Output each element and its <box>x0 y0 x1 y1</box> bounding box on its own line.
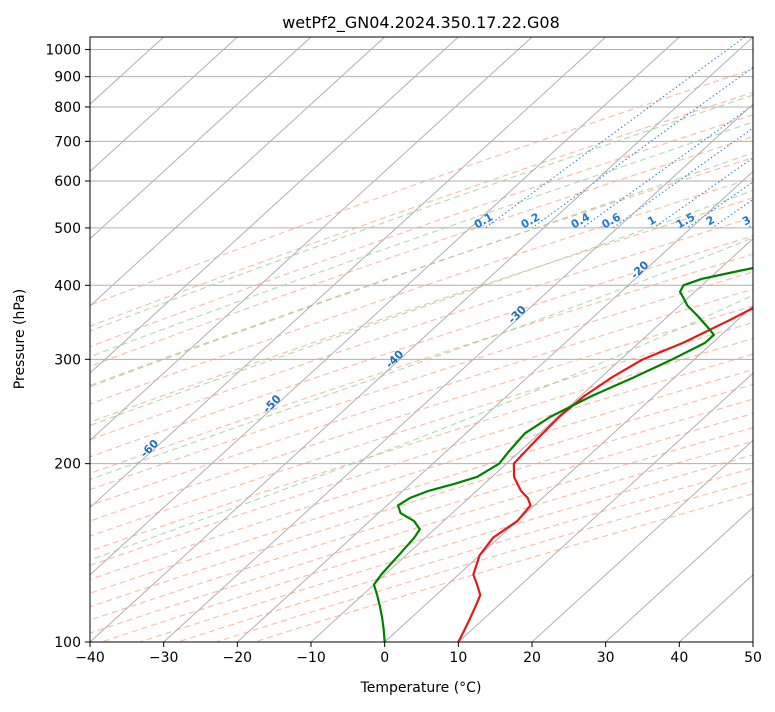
chart-title: wetPf2_GN04.2024.350.17.22.G08 <box>282 13 560 33</box>
isotherm-line <box>90 37 753 642</box>
y-tick-label: 300 <box>54 352 81 368</box>
y-tick-label: 1000 <box>45 43 81 59</box>
x-tick-label: −20 <box>223 650 253 666</box>
y-tick-label: 400 <box>54 278 81 294</box>
isotherm-line <box>0 37 237 642</box>
isotherm-line <box>0 37 532 642</box>
y-tick-label: 500 <box>54 221 81 237</box>
y-tick-label: 900 <box>54 70 81 86</box>
y-tick-label: 600 <box>54 174 81 190</box>
isotherm-label: -10 <box>751 214 774 237</box>
isotherm-line <box>0 37 458 642</box>
mixing-ratio-line <box>485 37 744 228</box>
x-tick-label: −10 <box>296 650 326 666</box>
isotherm-line <box>753 37 775 642</box>
y-tick-label: 200 <box>54 457 81 473</box>
isotherm-label: -20 <box>628 258 651 281</box>
x-tick-label: 50 <box>744 650 762 666</box>
dewpoint-profile <box>374 63 775 642</box>
x-tick-label: −40 <box>75 650 105 666</box>
x-tick-label: 10 <box>449 650 467 666</box>
isotherm-line <box>0 37 385 642</box>
isotherm-label: -70 <box>15 481 38 504</box>
x-tick-label: 0 <box>380 650 389 666</box>
mixing-ratio-line <box>582 37 775 228</box>
isotherm-line <box>16 37 679 642</box>
isotherm-label: -30 <box>506 303 529 326</box>
y-tick-label: 700 <box>54 134 81 150</box>
dry-adiabat-line <box>102 37 775 642</box>
dry-adiabat-line <box>63 37 775 642</box>
x-tick-label: 20 <box>523 650 541 666</box>
y-tick-label: 100 <box>54 635 81 651</box>
x-tick-label: −30 <box>149 650 179 666</box>
background-lines <box>0 37 775 642</box>
mixing-ratio-label: 4 <box>767 213 775 228</box>
dry-adiabat-line <box>140 37 775 642</box>
temperature-profile <box>458 63 775 642</box>
x-axis-label: Temperature (°C) <box>360 680 482 696</box>
mixing-ratio-line <box>748 37 775 228</box>
y-axis-label: Pressure (hPa) <box>12 289 28 389</box>
isotherm-label: -40 <box>383 347 406 370</box>
x-tick-label: 40 <box>670 650 688 666</box>
y-tick-label: 800 <box>54 100 81 116</box>
x-tick-label: 30 <box>597 650 615 666</box>
mixing-ratio-line <box>613 37 775 228</box>
line-labels: -100-90-80-70-60-50-40-30-20-100.10.20.4… <box>0 70 775 642</box>
isotherm-line <box>0 37 311 642</box>
isotherm-line <box>0 37 606 642</box>
isotherm-label: -60 <box>138 437 161 460</box>
profiles <box>374 63 775 642</box>
dry-adiabat-line <box>254 37 775 642</box>
